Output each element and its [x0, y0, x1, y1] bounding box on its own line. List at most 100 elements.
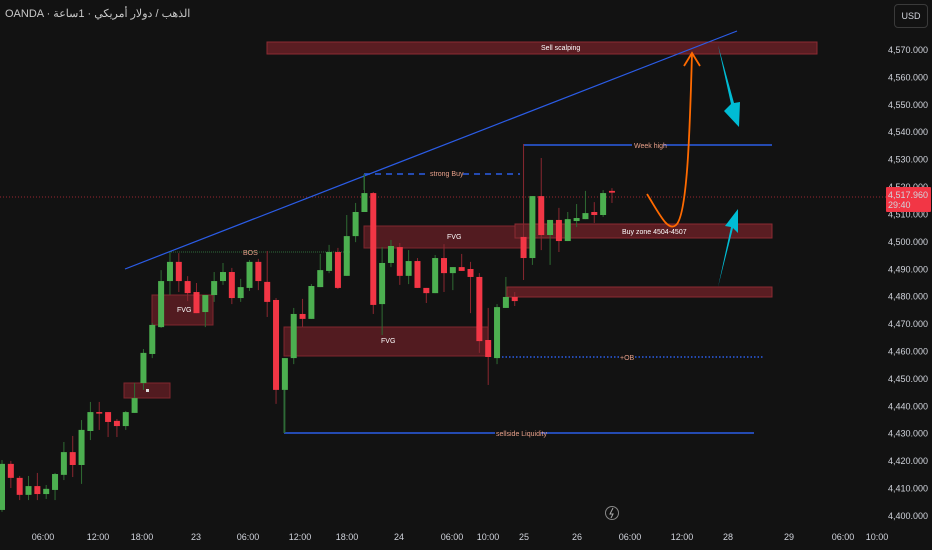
fvg-label-3: FVG	[381, 338, 395, 345]
fvg-label-2: FVG	[447, 234, 461, 241]
candle-body	[290, 313, 297, 359]
price-axis[interactable]: 4,570.000 4,560.000 4,550.000 4,540.000 4,53…	[888, 45, 928, 521]
candle-body	[60, 452, 67, 475]
bearish-candle	[591, 202, 598, 223]
candle-body	[273, 299, 280, 390]
candle-body	[43, 488, 50, 495]
buy-zone[interactable]	[514, 223, 773, 239]
candle-body	[564, 219, 571, 242]
price-tick-label: 4,410.000	[888, 484, 928, 494]
bearish-candle	[476, 273, 483, 353]
candle-body	[175, 261, 182, 282]
candle-body	[308, 286, 315, 319]
candle-body	[193, 292, 200, 314]
bullish-candle	[290, 307, 297, 365]
candle-body	[600, 193, 607, 216]
time-axis[interactable]: 06:00 12:00 18:00 23 06:00 12:00 18:00 24 06:00 1…	[32, 532, 889, 542]
candle-body	[122, 412, 129, 427]
candle-body	[414, 261, 421, 288]
bullish-candle	[600, 190, 607, 217]
candle-body	[96, 412, 103, 414]
price-tick-label: 4,480.000	[888, 292, 928, 302]
price-tick-label: 4,530.000	[888, 155, 928, 165]
bullish-candle	[237, 278, 244, 302]
candle-body	[87, 412, 94, 431]
time-tick-label: 06:00	[832, 532, 855, 542]
current-price-badge	[886, 187, 931, 212]
candle-body	[220, 272, 226, 282]
bearish-candle	[485, 307, 492, 385]
price-tick-label: 4,500.000	[888, 237, 928, 247]
fvg-label-1: FVG	[177, 307, 191, 314]
bullish-candle	[361, 174, 368, 212]
sell-scalping-zone[interactable]	[266, 41, 818, 55]
time-tick-label: 24	[394, 532, 404, 542]
bearish-candle	[520, 144, 527, 280]
lightning-icon[interactable]	[605, 506, 619, 520]
price-tick-label: 4,430.000	[888, 429, 928, 439]
bullish-candle	[281, 358, 288, 433]
price-tick-label: 4,460.000	[888, 347, 928, 357]
candle-body	[166, 261, 173, 282]
currency-button[interactable]: USD	[894, 4, 928, 28]
bearish-candle	[184, 276, 191, 302]
bearish-candle	[608, 188, 615, 203]
candle-body	[131, 398, 138, 413]
time-tick-label: 18:00	[336, 532, 359, 542]
candle-body	[387, 245, 394, 263]
candles	[0, 144, 615, 512]
bearish-candle	[69, 435, 76, 478]
bullish-candle	[547, 219, 554, 265]
candle-body	[529, 196, 536, 259]
candle-body	[211, 281, 218, 296]
symbol-title: OANDA · الذهب / دولار أمريكي · 1ساعة	[5, 8, 191, 20]
demand-zone[interactable]	[506, 286, 773, 298]
candle-body	[343, 236, 350, 276]
candle-body	[237, 287, 244, 299]
candle-body	[441, 258, 447, 274]
buy-zone-label: Buy zone 4504-4507	[622, 229, 687, 236]
time-tick-label: 06:00	[32, 532, 55, 542]
bullish-candle	[140, 349, 147, 390]
time-tick-label: 06:00	[441, 532, 464, 542]
fvg-zone-3[interactable]	[283, 326, 489, 357]
ob-label: +OB	[620, 355, 635, 362]
price-tick-label: 4,550.000	[888, 100, 928, 110]
bullish-candle	[220, 262, 226, 285]
countdown: 29:40	[888, 200, 911, 210]
candle-body	[538, 196, 545, 236]
candle-body	[25, 486, 32, 495]
candle-body	[184, 281, 191, 294]
bullish-candle	[529, 196, 536, 265]
candle-body	[432, 258, 439, 294]
bullish-candle	[502, 276, 509, 308]
time-tick-label: 26	[572, 532, 582, 542]
bullish-candle	[405, 250, 412, 285]
candle-body	[511, 296, 518, 302]
candle-body	[317, 270, 324, 288]
trendline[interactable]	[124, 30, 738, 270]
bullish-candle	[43, 484, 50, 499]
bearish-candle	[175, 253, 182, 293]
bearish-candle	[441, 244, 447, 293]
time-tick-label: 12:00	[289, 532, 312, 542]
candle-body	[467, 269, 474, 277]
bullish-candle	[308, 284, 315, 319]
candle-body	[608, 190, 615, 193]
candle-body	[591, 211, 598, 216]
bearish-candle	[34, 472, 41, 501]
bullish-candle	[564, 211, 571, 242]
time-tick-label: 06:00	[619, 532, 642, 542]
candle-body	[485, 339, 492, 357]
bullish-candle	[317, 253, 324, 288]
candle-body	[7, 463, 14, 478]
candle-body	[449, 267, 456, 274]
bearish-candle	[334, 247, 341, 290]
bullish-candle	[582, 190, 589, 220]
bearish-candle	[555, 207, 562, 253]
projection-curve	[646, 53, 693, 228]
sellside-label: sellside Liquidity	[496, 431, 547, 438]
candle-body	[520, 236, 527, 259]
cyan-up-arrow	[718, 209, 738, 287]
